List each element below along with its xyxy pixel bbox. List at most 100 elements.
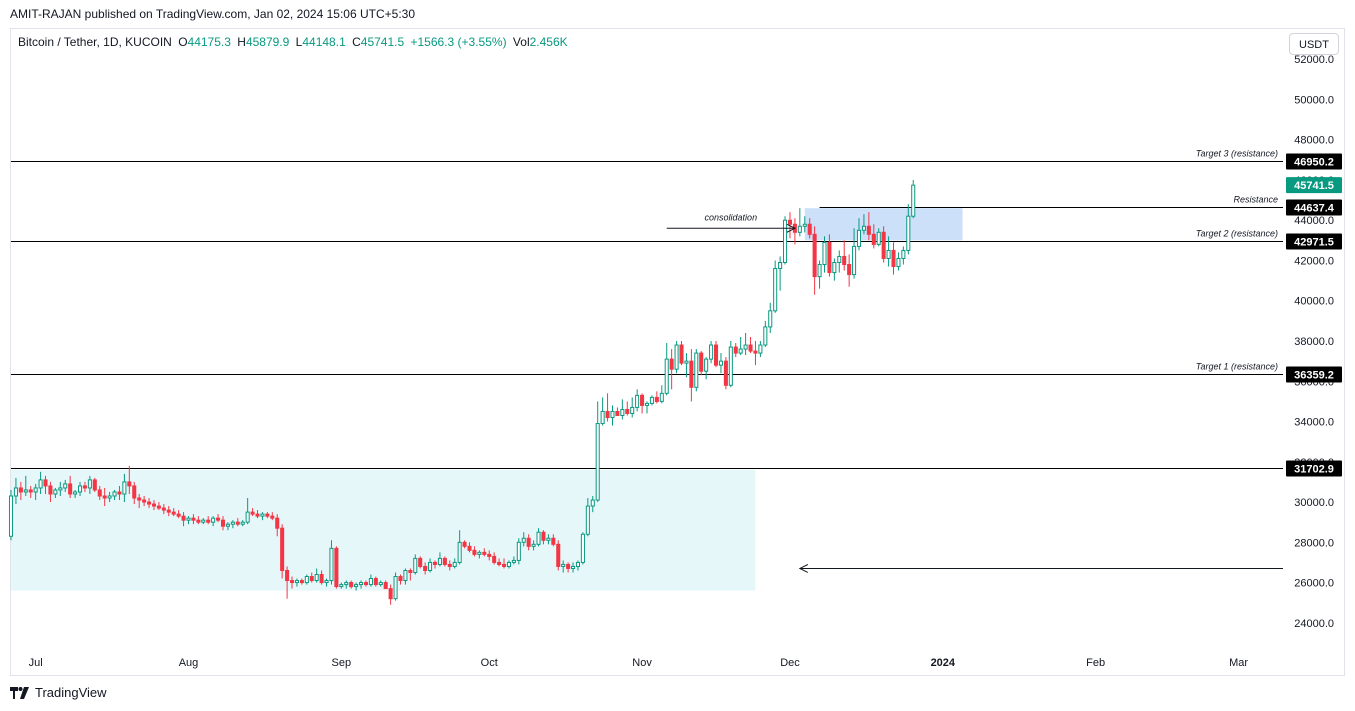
candle[interactable] bbox=[368, 574, 373, 587]
candle[interactable] bbox=[847, 254, 852, 287]
candle[interactable] bbox=[561, 560, 566, 573]
candle[interactable] bbox=[620, 399, 625, 420]
candle[interactable] bbox=[33, 483, 38, 501]
candle[interactable] bbox=[566, 562, 571, 573]
candle[interactable] bbox=[299, 578, 304, 585]
candle[interactable] bbox=[196, 516, 201, 525]
candle[interactable] bbox=[250, 508, 255, 517]
candle[interactable] bbox=[516, 538, 521, 565]
candle[interactable] bbox=[758, 341, 763, 358]
candle[interactable] bbox=[802, 216, 807, 233]
candle[interactable] bbox=[605, 393, 610, 422]
candle[interactable] bbox=[147, 498, 152, 509]
candle[interactable] bbox=[506, 560, 511, 569]
candle[interactable] bbox=[556, 540, 561, 571]
candle[interactable] bbox=[906, 204, 911, 255]
candle[interactable] bbox=[664, 343, 669, 396]
candle[interactable] bbox=[778, 256, 783, 291]
candle[interactable] bbox=[373, 576, 378, 587]
candle[interactable] bbox=[600, 397, 605, 426]
candle[interactable] bbox=[151, 500, 157, 511]
candle[interactable] bbox=[260, 512, 265, 521]
candle[interactable] bbox=[615, 407, 620, 416]
candle[interactable] bbox=[728, 341, 733, 388]
candle[interactable] bbox=[467, 542, 472, 553]
candle[interactable] bbox=[743, 332, 748, 356]
candle[interactable] bbox=[876, 228, 881, 247]
candle[interactable] bbox=[792, 218, 797, 245]
candle[interactable] bbox=[97, 485, 102, 501]
candle[interactable] bbox=[871, 224, 876, 249]
candle[interactable] bbox=[181, 512, 186, 527]
candle[interactable] bbox=[354, 582, 359, 591]
candle[interactable] bbox=[551, 534, 556, 547]
candle[interactable] bbox=[383, 580, 388, 590]
candle[interactable] bbox=[896, 252, 901, 271]
candle[interactable] bbox=[590, 496, 595, 513]
candle[interactable] bbox=[733, 343, 738, 358]
candle[interactable] bbox=[270, 512, 275, 521]
candle[interactable] bbox=[240, 520, 245, 527]
candle[interactable] bbox=[827, 234, 832, 277]
candle[interactable] bbox=[541, 530, 546, 545]
candle[interactable] bbox=[723, 357, 728, 390]
candle[interactable] bbox=[275, 514, 280, 537]
candle[interactable] bbox=[487, 550, 492, 561]
candle[interactable] bbox=[649, 395, 654, 406]
candle[interactable] bbox=[704, 357, 709, 380]
candle[interactable] bbox=[423, 562, 428, 575]
candle[interactable] bbox=[408, 568, 413, 581]
candle[interactable] bbox=[644, 401, 650, 414]
candle[interactable] bbox=[265, 512, 270, 519]
candle[interactable] bbox=[344, 580, 349, 589]
candle[interactable] bbox=[842, 240, 847, 271]
candle[interactable] bbox=[797, 208, 802, 237]
candle[interactable] bbox=[610, 405, 615, 426]
candle[interactable] bbox=[669, 349, 674, 390]
candle[interactable] bbox=[492, 552, 497, 565]
candle[interactable] bbox=[339, 582, 344, 589]
candle[interactable] bbox=[674, 341, 679, 374]
candle[interactable] bbox=[571, 562, 576, 573]
candle[interactable] bbox=[447, 560, 452, 571]
candle[interactable] bbox=[359, 580, 364, 589]
candle[interactable] bbox=[324, 578, 329, 587]
candle[interactable] bbox=[206, 516, 211, 525]
candle[interactable] bbox=[738, 336, 743, 356]
candle[interactable] bbox=[304, 574, 309, 585]
candle[interactable] bbox=[640, 393, 645, 414]
candle[interactable] bbox=[861, 214, 866, 235]
candle[interactable] bbox=[575, 560, 581, 571]
candle[interactable] bbox=[289, 576, 295, 589]
candle[interactable] bbox=[886, 236, 891, 267]
candle[interactable] bbox=[713, 341, 719, 368]
candle[interactable] bbox=[38, 471, 43, 494]
candle[interactable] bbox=[378, 580, 383, 587]
candle[interactable] bbox=[901, 246, 906, 265]
tradingview-brand[interactable]: TradingView bbox=[10, 685, 107, 700]
candle[interactable] bbox=[807, 218, 812, 239]
candle[interactable] bbox=[117, 485, 122, 501]
candle[interactable] bbox=[245, 498, 250, 525]
candle[interactable] bbox=[255, 510, 260, 519]
candle[interactable] bbox=[531, 540, 536, 551]
candle[interactable] bbox=[753, 341, 758, 366]
candle[interactable] bbox=[630, 397, 635, 418]
candle[interactable] bbox=[225, 522, 230, 531]
candle[interactable] bbox=[393, 572, 398, 601]
candle[interactable] bbox=[220, 516, 226, 531]
candle[interactable] bbox=[891, 242, 896, 275]
candle[interactable] bbox=[53, 487, 58, 499]
candle[interactable] bbox=[911, 179, 916, 219]
candle[interactable] bbox=[428, 558, 433, 573]
candle[interactable] bbox=[832, 258, 837, 281]
candle[interactable] bbox=[462, 540, 467, 549]
candle[interactable] bbox=[585, 498, 590, 537]
candle[interactable] bbox=[63, 479, 68, 492]
candle[interactable] bbox=[18, 481, 23, 501]
candle[interactable] bbox=[171, 508, 176, 517]
candle[interactable] bbox=[122, 473, 127, 503]
candle[interactable] bbox=[748, 336, 753, 354]
candle[interactable] bbox=[329, 540, 334, 585]
candle[interactable] bbox=[23, 475, 28, 497]
